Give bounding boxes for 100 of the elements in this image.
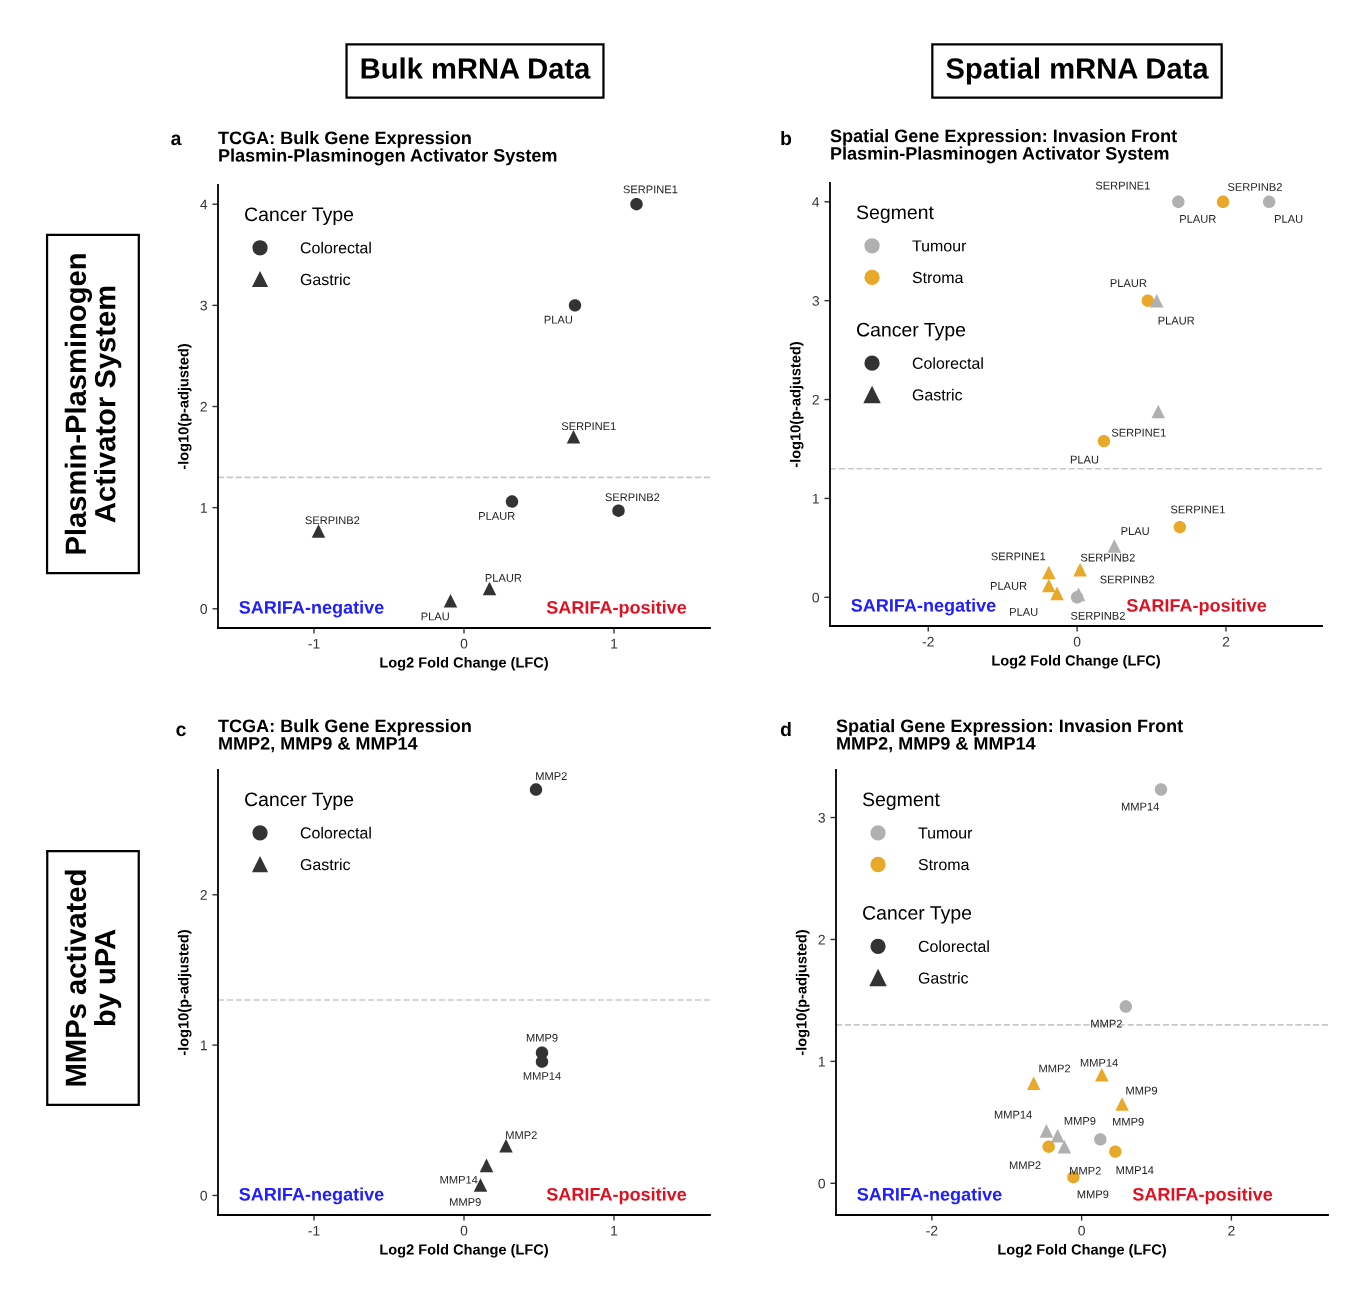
- point: [1151, 404, 1166, 419]
- annotation: PLAUR: [485, 574, 522, 582]
- annotation: MMP9: [1112, 1117, 1144, 1126]
- legend-label: Colorectal: [300, 241, 371, 254]
- annotation: SARIFA-negative: [239, 600, 384, 618]
- y-tick-label: 1: [818, 1056, 825, 1067]
- y-tick-label: 0: [200, 1190, 208, 1201]
- point: [1154, 783, 1168, 796]
- chart-title: TCGA: Bulk Gene Expression Plasmin-Plasminogen Activator System: [218, 131, 557, 166]
- text: Plasmin-Plasminogen Activator System: [64, 254, 122, 554]
- point: [1073, 562, 1087, 577]
- annotation: MMP9: [1064, 1116, 1096, 1125]
- annotation: SERPINE1: [991, 552, 1046, 561]
- annotation: SERPINE1: [1111, 428, 1166, 437]
- point: [1173, 520, 1187, 534]
- y-tick-label: 2: [200, 401, 207, 412]
- annotation: SERPINE1: [561, 422, 616, 431]
- point: [1109, 1145, 1122, 1158]
- annotation: Colorectal: [918, 940, 989, 953]
- y-tick-label: 3: [812, 296, 819, 306]
- y-tick-label: 2: [200, 890, 207, 900]
- y-tick-label: 4: [812, 197, 820, 207]
- x-tick-label: -2: [922, 636, 934, 647]
- annotation: SERPINB2: [1227, 183, 1282, 191]
- annotation: Cancer Type: [857, 322, 966, 341]
- annotation: SERPINB2: [1100, 575, 1155, 584]
- x-axis-title: Log2 Fold Change (LFC): [998, 1243, 1166, 1258]
- point: [505, 495, 519, 508]
- annotation: MMP14: [1116, 1166, 1154, 1174]
- point: [566, 430, 581, 444]
- point: [1097, 434, 1111, 448]
- annotation: Gastric: [918, 972, 969, 984]
- point: [1141, 294, 1155, 307]
- annotation: SERPINB2: [1070, 611, 1125, 620]
- annotation: MMP2: [506, 1131, 537, 1139]
- annotation: PLAUR: [990, 582, 1027, 590]
- annotation: SERPINB2: [605, 493, 660, 502]
- y-axis-title: -log10(p-adjusted): [789, 342, 804, 468]
- point: [612, 504, 625, 517]
- point: [482, 581, 497, 596]
- text: Spatial mRNA Data: [946, 57, 1209, 85]
- x-tick-label: -2: [926, 1225, 938, 1236]
- chart-title: Spatial Gene Expression: Invasion Front MMP2, MMP9 & MMP14: [836, 719, 1183, 753]
- y-tick-label: 1: [200, 503, 207, 513]
- y-tick-label: 1: [812, 493, 819, 504]
- y-tick-label: 0: [818, 1178, 826, 1189]
- point: [1026, 1076, 1041, 1091]
- annotation: PLAU: [544, 315, 572, 324]
- text: a: [171, 134, 182, 146]
- annotation: SARIFA-negative: [857, 1187, 1002, 1205]
- x-tick-label: -1: [308, 638, 320, 649]
- text: c: [176, 725, 186, 737]
- annotation: SARIFA-negative: [239, 1187, 384, 1205]
- annotation: PLAUR: [1180, 215, 1216, 223]
- point: [479, 1158, 494, 1173]
- legend-label: Tumour: [912, 240, 967, 252]
- y-axis-title: -log10(p-adjusted): [795, 930, 810, 1056]
- annotation: MMP2: [1009, 1161, 1041, 1170]
- annotation: SERPINB2: [305, 516, 360, 525]
- legend-title: Cancer Type: [245, 792, 354, 811]
- annotation: MMP14: [1080, 1058, 1118, 1067]
- text: b: [781, 130, 792, 146]
- point: [1071, 587, 1086, 602]
- y-tick-label: 1: [200, 1040, 207, 1051]
- annotation: PLAU: [421, 612, 449, 621]
- x-tick-label: 1: [611, 1225, 618, 1236]
- point: [1119, 1000, 1133, 1013]
- point: [1216, 195, 1230, 208]
- point: [630, 198, 643, 211]
- point: [1262, 195, 1276, 208]
- y-tick-label: 3: [200, 300, 207, 311]
- point: [1149, 293, 1164, 308]
- text: Bulk mRNA Data: [361, 57, 591, 79]
- x-axis-title: Log2 Fold Change (LFC): [380, 656, 548, 671]
- x-axis-title: Log2 Fold Change (LFC): [992, 654, 1160, 669]
- point: [311, 524, 326, 538]
- point: [1042, 565, 1056, 580]
- point: [1050, 1128, 1065, 1143]
- x-tick-label: 0: [1073, 636, 1081, 647]
- annotation: SARIFA-positive: [1126, 598, 1267, 616]
- annotation: MMP9: [450, 1198, 481, 1206]
- legend-label: Tumour: [918, 827, 973, 839]
- annotation: PLAUR: [1110, 279, 1147, 287]
- annotation: MMP14: [523, 1072, 561, 1080]
- annotation: SARIFA-positive: [546, 1187, 687, 1205]
- annotation: SARIFA-positive: [1132, 1187, 1273, 1205]
- point: [443, 593, 458, 608]
- annotation: PLAU: [1070, 455, 1099, 464]
- point: [1057, 1139, 1072, 1154]
- annotation: PLAU: [1275, 215, 1303, 223]
- annotation: SERPINE1: [623, 185, 678, 194]
- legend-label: Colorectal: [300, 826, 371, 839]
- annotation: MMP9: [1126, 1086, 1158, 1095]
- legend-title: Segment: [862, 792, 940, 811]
- annotation: MMP9: [526, 1033, 558, 1042]
- annotation: PLAUR: [479, 512, 515, 520]
- annotation: MMP2: [1070, 1166, 1101, 1175]
- annotation: MMP2: [1039, 1064, 1071, 1073]
- annotation: SARIFA-negative: [851, 598, 996, 616]
- point: [1095, 1068, 1109, 1082]
